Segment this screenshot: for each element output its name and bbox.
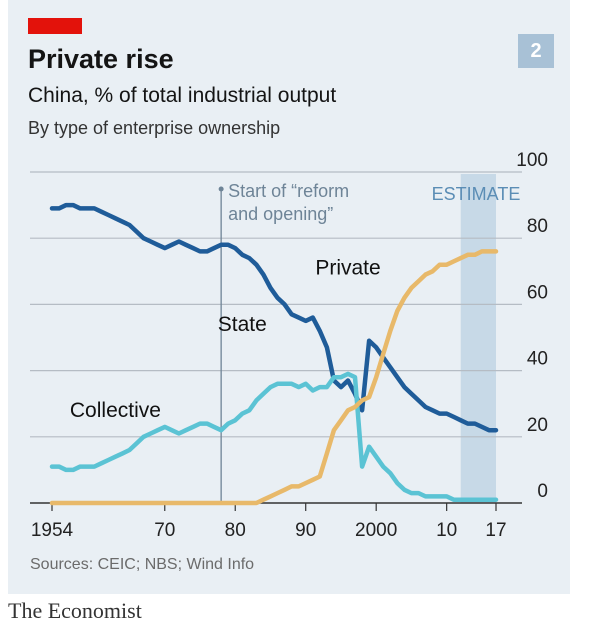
- y-tick-label-20: 20: [527, 415, 548, 436]
- reform-annotation-text-line2: and opening”: [228, 204, 333, 224]
- x-tick-label-1954: 1954: [31, 520, 74, 541]
- x-tick-label-10: 10: [436, 520, 457, 541]
- estimate-label: ESTIMATE: [432, 184, 521, 204]
- y-tick-label-80: 80: [527, 216, 548, 237]
- line-chart: 0 20 40 60 80 100 1954 70 80 90 2000 10 17 ESTIMATE St…: [30, 150, 548, 541]
- x-tick-label-70: 70: [154, 520, 175, 541]
- y-tick-label-0: 0: [537, 481, 548, 502]
- x-tick-label-2000: 2000: [355, 520, 397, 541]
- brand-red-bar: [28, 18, 82, 34]
- y-tick-label-100: 100: [516, 150, 548, 171]
- series-label-state: State: [218, 313, 267, 336]
- source-note: Sources: CEIC; NBS; Wind Info: [30, 556, 255, 573]
- y-tick-label-40: 40: [527, 349, 548, 370]
- chart-subtitle-ownership: By type of enterprise ownership: [28, 118, 281, 138]
- series-line-state: [49, 202, 499, 433]
- estimate-band: [460, 174, 496, 503]
- chart-subtitle: China, % of total industrial output: [28, 84, 337, 107]
- x-tick-label-90: 90: [295, 520, 316, 541]
- x-tick-label-80: 80: [225, 520, 246, 541]
- publisher-credit: The Economist: [8, 598, 142, 623]
- reform-annotation-text-line1: Start of “reform: [228, 181, 349, 201]
- series-label-collective: Collective: [70, 399, 161, 422]
- series-label-private: Private: [315, 257, 380, 280]
- reform-annotation-dot: [218, 186, 224, 192]
- y-tick-label-60: 60: [527, 282, 548, 303]
- series-line-private: [49, 249, 499, 506]
- chart-title: Private rise: [28, 44, 174, 74]
- series-line-collective: [49, 371, 499, 502]
- x-tick-label-17: 17: [485, 520, 506, 541]
- chart-number-badge: 2: [518, 34, 554, 68]
